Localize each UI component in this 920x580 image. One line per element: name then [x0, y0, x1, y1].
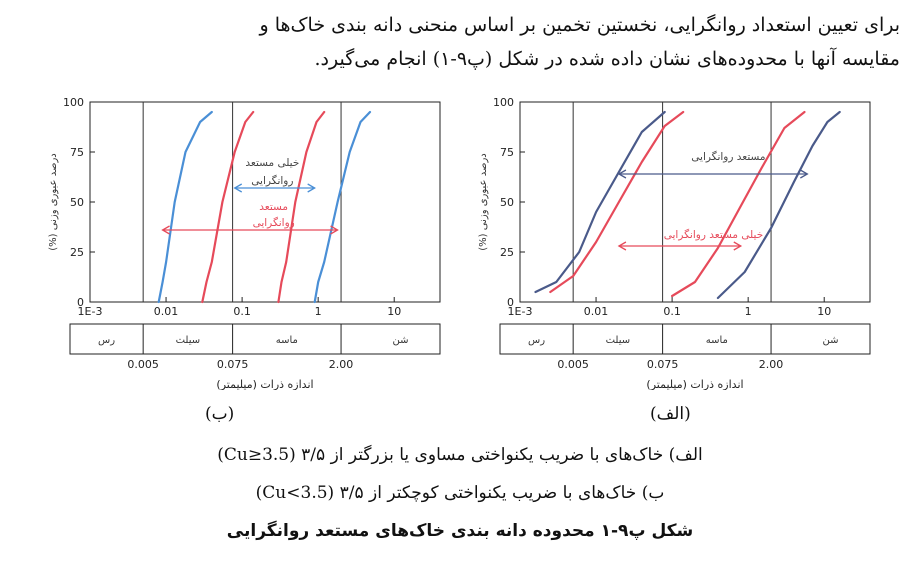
class-bound-label-1: 0.075 [217, 358, 249, 371]
y-tick-label-3: 75 [500, 146, 514, 159]
x-tick-label-4: 10 [387, 305, 401, 318]
series-line-2 [671, 110, 806, 298]
y-tick-label-0: 0 [77, 296, 84, 309]
soil-class-label-3: شن [393, 335, 409, 346]
y-tick-label-1: 25 [500, 246, 514, 259]
series-line-2 [201, 110, 255, 304]
x-tick-label-2: 0.1 [233, 305, 251, 318]
x-tick-label-4: 10 [817, 305, 831, 318]
plot-frame [519, 101, 871, 303]
annotation-0-line-0: خیلی مستعد [245, 157, 299, 169]
y-tick-label-4: 100 [493, 96, 514, 109]
subfigure-label-b: (ب) [205, 404, 235, 424]
range-arrow-right-0 [307, 183, 316, 193]
y-tick-label-2: 50 [500, 196, 514, 209]
x-tick-label-0: 1E-3 [78, 305, 103, 318]
x-tick-label-1: 0.01 [154, 305, 179, 318]
y-tick-label-1: 25 [70, 246, 84, 259]
y-tick-label-2: 50 [70, 196, 84, 209]
annotation-0-line-0: مستعد روانگرایی [691, 150, 765, 163]
x-tick-label-3: 1 [315, 305, 322, 318]
caption-a: الف) خاک‌های با ضریب یکنواختی مساوی یا ب… [217, 445, 703, 465]
soil-class-bar [69, 323, 441, 355]
series-line-3 [716, 110, 841, 300]
series-line-1 [313, 110, 372, 304]
class-bound-label-1: 0.075 [647, 358, 679, 371]
chart-a: 0 25 50 75 100 1E-3 0.01 0.1 1 10 (%) درصد عبوری و… [478, 96, 871, 390]
soil-class-label-2: ماسه [276, 335, 298, 346]
y-axis-label: (%) درصد عبوری وزنی [478, 153, 489, 250]
range-arrow-left-0 [233, 183, 243, 193]
series-line-0 [534, 110, 666, 294]
caption-b: ب) خاک‌های با ضریب یکنواختی کوچکتر از ۳/… [255, 483, 665, 503]
y-tick-label-3: 75 [70, 146, 84, 159]
class-bound-label-0: 0.005 [557, 358, 589, 371]
paragraph-line-1: برای تعیین استعداد روانگرایی، نخستین تخم… [259, 14, 901, 36]
range-arrow-left-0 [617, 169, 627, 179]
soil-class-label-2: ماسه [706, 335, 728, 346]
annotation-1-line-0: خیلی مستعد روانگرایی [664, 228, 763, 241]
range-arrow-right-0 [800, 169, 809, 179]
class-bound-label-0: 0.005 [127, 358, 159, 371]
class-bound-label-2: 2.00 [759, 358, 784, 371]
paragraph-line-2: مقایسه آنها با محدوده‌های نشان داده شده … [314, 48, 900, 70]
soil-class-label-0: رس [98, 335, 115, 346]
annotation-1-line-1: روانگرایی [253, 216, 295, 229]
range-arrow-right-1 [733, 241, 743, 251]
x-tick-label-0: 1E-3 [508, 305, 533, 318]
x-axis-label: اندازه ذرات (میلیمتر) [646, 378, 743, 390]
x-axis-label: اندازه ذرات (میلیمتر) [216, 378, 313, 390]
subfigure-label-a: (الف) [650, 404, 691, 424]
range-arrow-right-1 [330, 225, 339, 235]
y-axis-label: (%) درصد عبوری وزنی [48, 153, 59, 250]
figure-title: شکل پ۹-۱ محدوده دانه بندی خاک‌های مستعد … [226, 521, 694, 541]
x-tick-label-1: 0.01 [584, 305, 609, 318]
soil-class-label-0: رس [528, 335, 545, 346]
range-arrow-left-1 [161, 225, 170, 235]
soil-class-label-1: سیلت [176, 335, 201, 346]
annotation-1-line-0: مستعد [259, 201, 288, 213]
soil-class-label-1: سیلت [606, 335, 631, 346]
y-tick-label-0: 0 [507, 296, 514, 309]
chart-b: 0 25 50 75 100 1E-3 0.01 0.1 1 10 (%) درصد عبوری و… [48, 96, 441, 390]
soil-class-bar [499, 323, 871, 355]
series-line-1 [549, 110, 685, 294]
soil-class-label-3: شن [823, 335, 839, 346]
series-line-0 [157, 110, 213, 304]
annotation-0-line-1: روانگرایی [251, 174, 293, 187]
y-tick-label-4: 100 [63, 96, 84, 109]
body-paragraph: برای تعیین استعداد روانگرایی، نخستین تخم… [20, 8, 901, 76]
series-line-3 [277, 110, 326, 304]
class-bound-label-2: 2.00 [329, 358, 354, 371]
range-arrow-left-1 [617, 241, 627, 251]
x-tick-label-2: 0.1 [663, 305, 681, 318]
x-tick-label-3: 1 [745, 305, 752, 318]
